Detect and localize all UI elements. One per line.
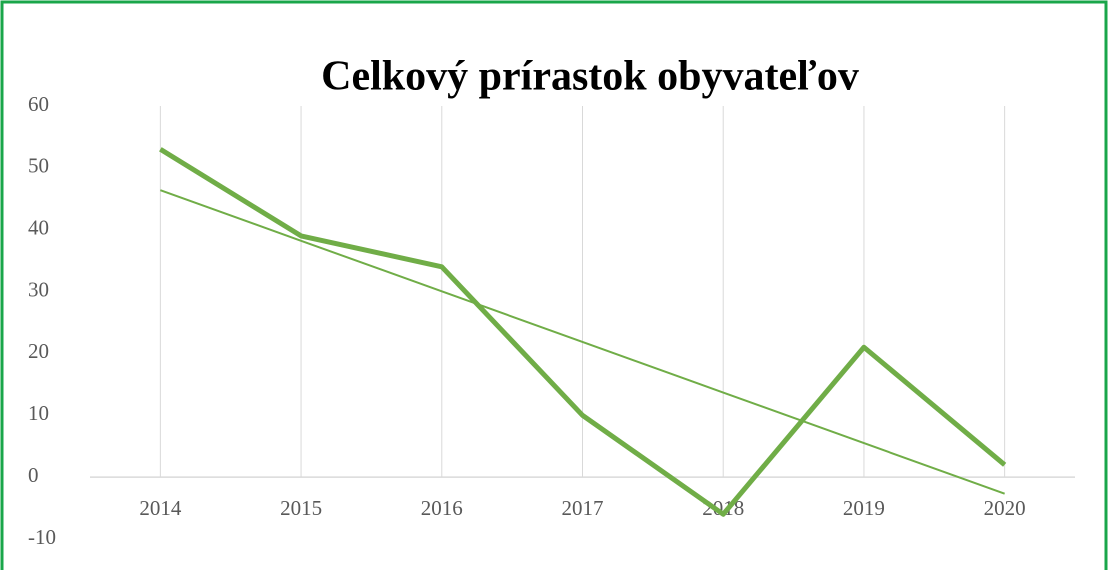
x-tick-label: 2014 — [139, 496, 182, 520]
chart-title: Celkový prírastok obyvateľov — [321, 54, 859, 100]
x-tick-label: 2015 — [280, 496, 322, 520]
x-tick-label: 2019 — [843, 496, 885, 520]
x-tick-label: 2017 — [562, 496, 604, 520]
x-tick-label: 2016 — [421, 496, 463, 520]
y-tick-label: 40 — [28, 216, 49, 240]
y-tick-label: 0 — [28, 463, 39, 487]
data-line — [159, 147, 1007, 517]
x-tick-label: 2020 — [984, 496, 1026, 520]
y-tick-label: 30 — [28, 277, 49, 301]
y-tick-label: -10 — [28, 525, 56, 549]
y-tick-label: 50 — [28, 154, 49, 178]
y-tick-label: 60 — [28, 92, 49, 116]
y-tick-label: 10 — [28, 401, 49, 425]
y-tick-label: 20 — [28, 339, 49, 363]
trendline — [160, 189, 1005, 495]
